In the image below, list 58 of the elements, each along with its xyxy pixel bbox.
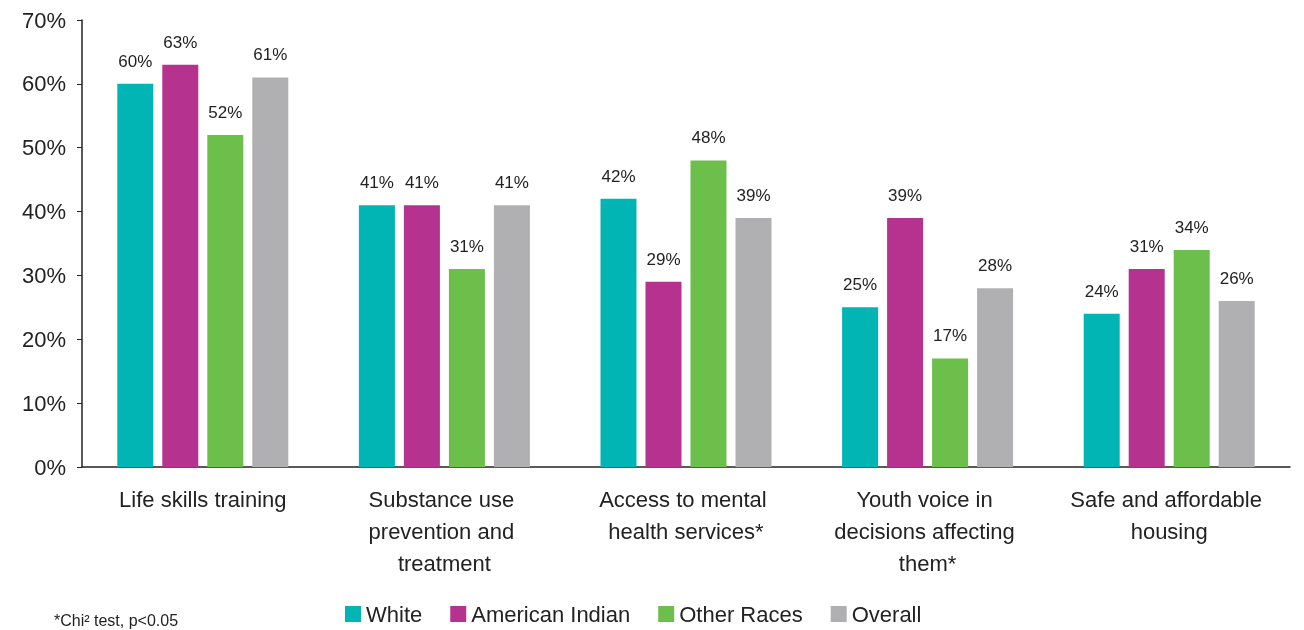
bar <box>842 307 879 467</box>
bar <box>887 217 924 467</box>
bar <box>1083 313 1120 467</box>
bar <box>1218 300 1255 467</box>
data-label: 26% <box>1219 268 1254 288</box>
data-label: 24% <box>1084 281 1119 301</box>
bar <box>645 281 682 467</box>
y-tick-label: 70% <box>21 7 66 33</box>
y-tick-label: 20% <box>21 326 66 352</box>
data-label: 34% <box>1174 217 1209 237</box>
data-label: 52% <box>208 102 243 122</box>
x-tick-label: Safe and affordable housing <box>1070 486 1269 544</box>
y-tick-label: 30% <box>21 262 66 288</box>
data-label: 31% <box>449 237 484 257</box>
y-tick-label: 40% <box>21 199 66 225</box>
data-label: 41% <box>404 173 439 193</box>
data-label: 41% <box>359 173 394 193</box>
data-label: 28% <box>978 256 1013 276</box>
bar <box>448 269 485 467</box>
text: *Chi² test, p<0.05 <box>54 611 179 629</box>
bar <box>117 83 154 467</box>
legend-label: White <box>366 601 423 627</box>
x-tick-label: Substance use prevention and treatment <box>368 486 521 576</box>
bar <box>252 77 289 467</box>
data-label: 48% <box>691 128 726 148</box>
x-tick-label: Life skills training <box>119 486 287 512</box>
bar <box>977 288 1014 467</box>
bar <box>1128 269 1165 467</box>
legend-label: American Indian <box>471 601 631 627</box>
bar <box>403 205 440 467</box>
bar <box>690 160 727 467</box>
x-tick-label: Youth voice in decisions affecting them* <box>834 486 1021 576</box>
data-label: 39% <box>888 185 923 205</box>
y-tick-label: 10% <box>21 390 66 416</box>
bar <box>735 217 772 467</box>
legend-label: Other Races <box>679 601 803 627</box>
bar <box>493 205 530 467</box>
data-label: 61% <box>253 45 288 65</box>
y-tick-label: 0% <box>34 454 66 480</box>
bar <box>932 358 969 467</box>
data-label: 39% <box>736 185 771 205</box>
x-tick-label: Access to mental health services* <box>599 486 773 544</box>
data-label: 31% <box>1129 237 1164 257</box>
y-tick-label: 50% <box>21 135 66 161</box>
bar <box>358 205 395 467</box>
bar <box>162 64 199 467</box>
legend-label: Overall <box>851 601 922 627</box>
bar <box>600 198 637 467</box>
data-label: 41% <box>494 173 529 193</box>
data-label: 63% <box>163 32 198 52</box>
data-label: 17% <box>933 326 968 346</box>
y-tick-label: 60% <box>21 71 66 97</box>
data-label: 42% <box>601 166 636 186</box>
data-label: 25% <box>843 275 878 295</box>
data-label: 29% <box>646 249 681 269</box>
data-label: 60% <box>118 51 153 71</box>
bar <box>1173 249 1210 467</box>
bar <box>207 134 244 467</box>
